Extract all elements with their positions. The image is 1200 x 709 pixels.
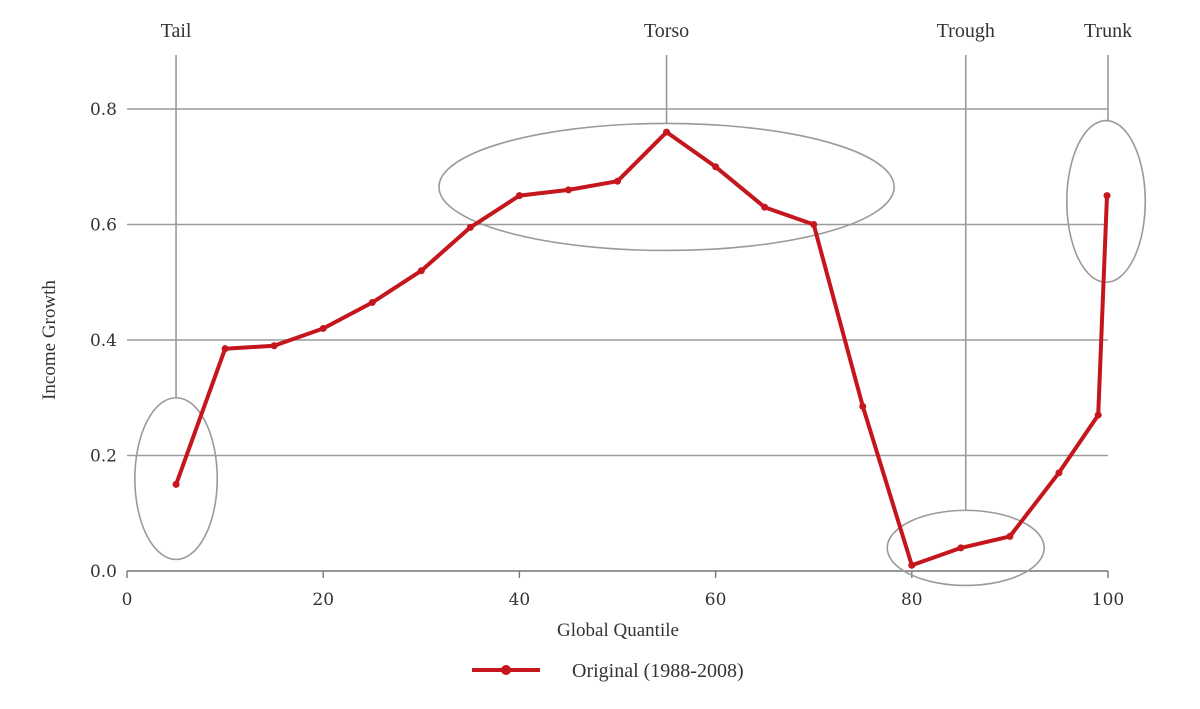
series-line-0: [174, 130, 1109, 568]
data-point-0-13: [810, 221, 818, 228]
data-point-0-7: [515, 192, 523, 200]
y-tick-label-3: 0.6: [90, 216, 117, 236]
x-tick-label-3: 60: [705, 590, 727, 610]
data-point-0-11: [712, 163, 720, 171]
data-point-0-14: [859, 402, 867, 410]
legend-label: Original (1988-2008): [572, 660, 744, 682]
segment-lines-layer: Tail Torso Trough Trunk: [161, 20, 1132, 511]
callout-ellipse-torso: [438, 122, 895, 252]
series-layer: [172, 128, 1111, 569]
y-axis-title: Income Growth: [39, 280, 60, 400]
segment-label-trunk: Trunk: [1084, 20, 1132, 42]
segment-label-tail: Tail: [161, 20, 192, 42]
data-point-0-5: [417, 267, 425, 275]
data-point-0-1: [221, 345, 229, 353]
x-axis-title: Global Quantile: [557, 620, 679, 641]
y-tick-label-2: 0.4: [90, 331, 117, 351]
data-point-0-10: [663, 128, 671, 136]
legend: Original (1988-2008): [472, 660, 744, 682]
y-tick-label-1: 0.2: [90, 447, 117, 467]
data-point-0-15: [908, 561, 916, 569]
data-point-0-17: [1006, 532, 1014, 540]
callout-ellipse-tail: [134, 396, 219, 561]
segment-label-trough: Trough: [937, 20, 995, 42]
x-tick-label-4: 80: [901, 590, 923, 610]
x-tick-label-1: 20: [312, 590, 334, 610]
grid-layer: 0.0 0.2 0.4 0.6 0.8 0 20 40 60 80 100: [90, 100, 1124, 610]
x-tick-label-0: 0: [122, 590, 133, 610]
data-point-0-19: [1094, 411, 1102, 419]
data-point-0-8: [564, 186, 572, 194]
callout-ellipse-trunk: [1065, 119, 1147, 284]
callout-ellipses-layer: [134, 119, 1147, 587]
y-tick-label-0: 0.0: [90, 562, 117, 582]
data-point-0-6: [466, 223, 474, 231]
data-point-0-12: [761, 203, 769, 211]
callout-ellipse-trough: [886, 509, 1046, 587]
data-point-0-4: [368, 298, 376, 306]
legend-marker-swatch: [501, 665, 511, 675]
data-point-0-2: [270, 342, 278, 350]
data-point-0-20: [1103, 192, 1111, 200]
y-tick-label-4: 0.8: [90, 100, 117, 120]
data-point-0-9: [614, 177, 621, 185]
data-point-0-3: [319, 324, 327, 332]
data-point-0-0: [172, 480, 180, 488]
x-tick-label-5: 100: [1092, 590, 1124, 610]
data-point-0-18: [1055, 469, 1063, 477]
data-point-0-16: [957, 544, 965, 552]
labels-layer: Global Quantile Income Growth: [39, 280, 679, 641]
segment-label-torso: Torso: [644, 20, 689, 42]
x-tick-label-2: 40: [509, 590, 531, 610]
